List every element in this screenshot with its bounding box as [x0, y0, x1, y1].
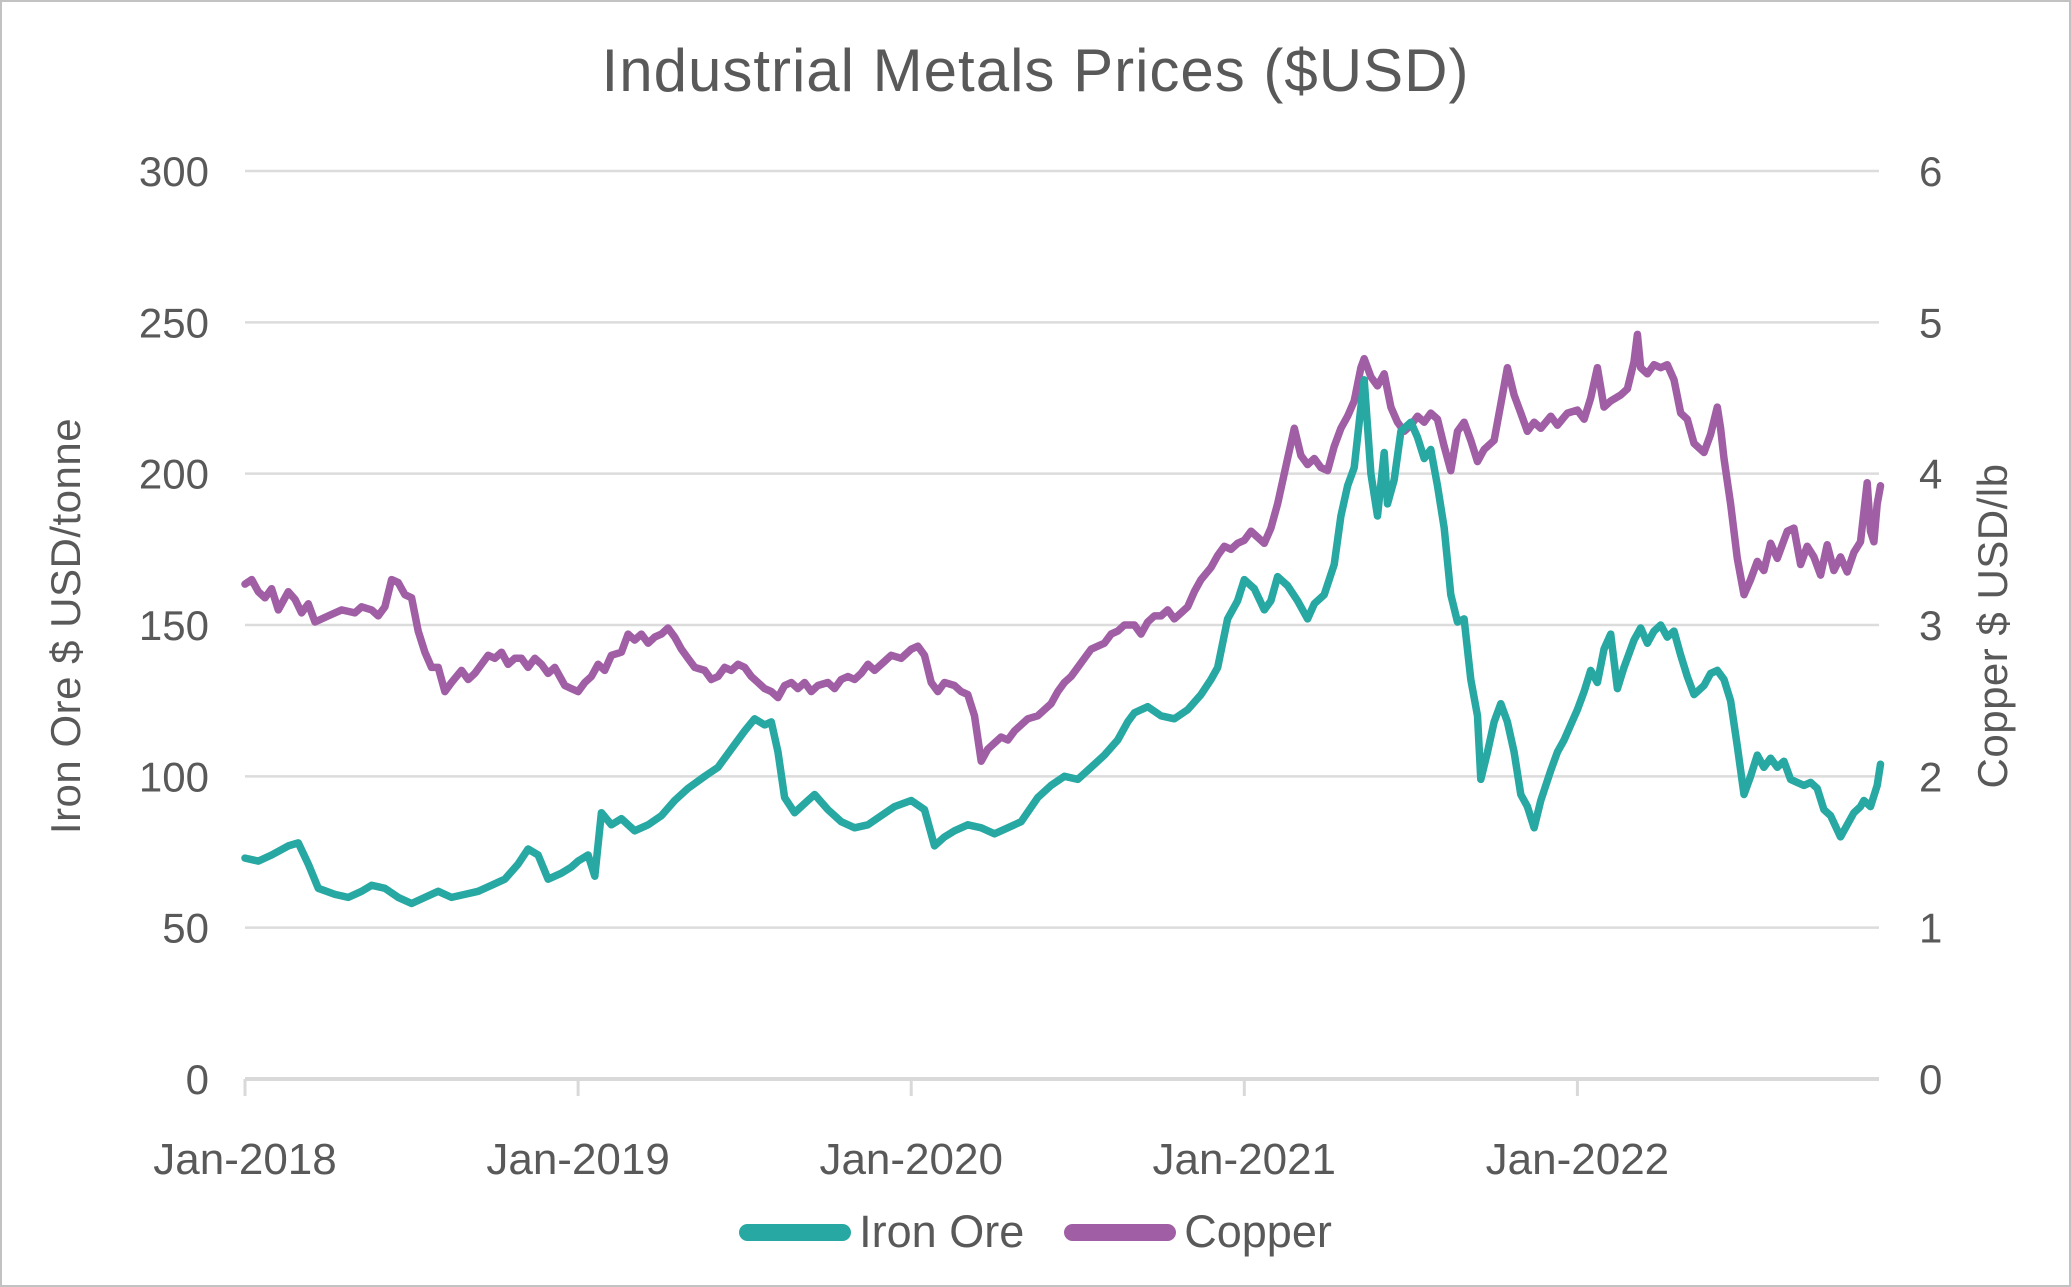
- left-axis-tick-label: 200: [139, 451, 209, 498]
- x-axis-tick-label: Jan-2020: [819, 1135, 1002, 1184]
- legend-label-copper: Copper: [1184, 1206, 1332, 1257]
- right-axis-title: Copper $ USD/lb: [1969, 464, 2016, 789]
- right-axis-tick-label: 4: [1919, 451, 1942, 498]
- axis-tick-labels: 0 50 100 150 200 250 300 0 1 2 3 4 5 6 Jan-2018 Jan-201…: [139, 148, 1942, 1184]
- x-axis-tick-label: Jan-2021: [1153, 1135, 1336, 1184]
- right-axis-tick-label: 2: [1919, 753, 1942, 800]
- left-axis-tick-label: 50: [162, 905, 209, 952]
- right-axis-tick-label: 1: [1919, 905, 1942, 952]
- legend-item-copper: Copper: [1064, 1206, 1332, 1258]
- x-axis-ticks: [243, 1079, 1579, 1096]
- left-axis-tick-label: 150: [139, 602, 209, 649]
- left-axis-tick-label: 0: [186, 1056, 209, 1103]
- x-axis-tick-label: Jan-2018: [153, 1135, 336, 1184]
- chart-legend: Iron Ore Copper: [2, 1206, 2069, 1258]
- copper-line: [241, 330, 1885, 765]
- x-axis-tick-label: Jan-2022: [1486, 1135, 1669, 1184]
- legend-label-iron-ore: Iron Ore: [859, 1206, 1025, 1257]
- x-axis-tick-label: Jan-2019: [486, 1135, 669, 1184]
- series-lines: [241, 330, 1885, 908]
- copper-line-swatch: [1064, 1223, 1177, 1241]
- legend-item-iron-ore: Iron Ore: [739, 1206, 1024, 1258]
- left-axis-title: Iron Ore $ USD/tonne: [42, 418, 89, 834]
- right-axis-tick-label: 0: [1919, 1056, 1942, 1103]
- right-axis-tick-label: 3: [1919, 602, 1942, 649]
- right-axis-tick-label: 5: [1919, 299, 1942, 346]
- chart-title: Industrial Metals Prices ($USD): [601, 37, 1470, 104]
- left-axis-tick-label: 100: [139, 753, 209, 800]
- iron-ore-line-swatch: [739, 1223, 852, 1241]
- right-axis-tick-label: 6: [1919, 148, 1942, 195]
- left-axis-tick-label: 300: [139, 148, 209, 195]
- gridlines: [245, 169, 1879, 1081]
- iron-ore-line: [241, 376, 1885, 908]
- left-axis-tick-label: 250: [139, 299, 209, 346]
